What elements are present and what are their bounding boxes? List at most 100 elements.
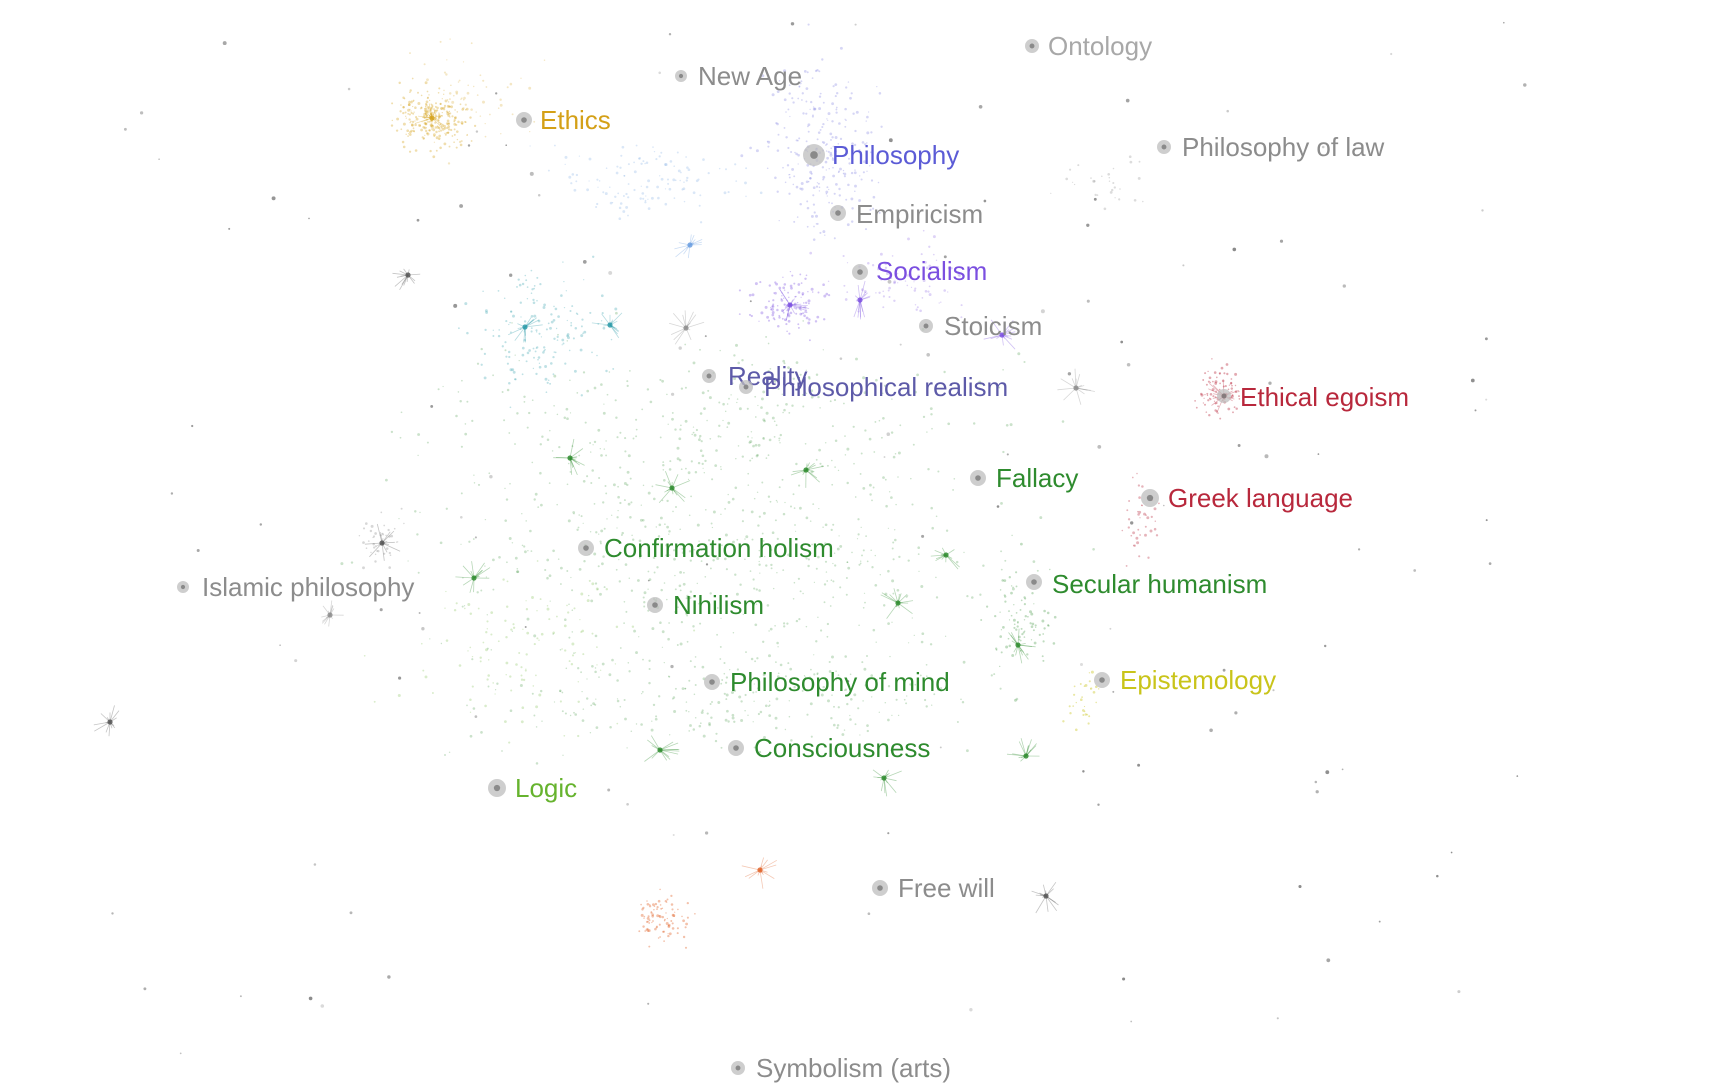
node-label[interactable]: Ontology: [1048, 31, 1152, 61]
node-label[interactable]: Consciousness: [754, 733, 930, 763]
scatter-point: [818, 507, 820, 510]
scatter-point: [520, 720, 524, 724]
node-empiricism[interactable]: Empiricism: [830, 199, 983, 229]
scatter-point: [531, 399, 534, 402]
scatter-point: [787, 146, 790, 150]
scatter-point: [889, 655, 891, 658]
node-label[interactable]: Philosophy of law: [1182, 132, 1385, 162]
scatter-point: [790, 739, 793, 742]
scatter-point: [1119, 188, 1121, 190]
scatter-point: [522, 678, 526, 682]
node-label[interactable]: Free will: [898, 873, 995, 903]
scatter-point: [844, 655, 847, 658]
scatter-point: [913, 634, 915, 637]
node-label[interactable]: Epistemology: [1120, 665, 1276, 695]
node-label[interactable]: Greek language: [1168, 483, 1353, 513]
node-label[interactable]: Logic: [515, 773, 577, 803]
node-label[interactable]: Philosophy of mind: [730, 667, 950, 697]
node-philosophy-of-law[interactable]: Philosophy of law: [1157, 132, 1385, 162]
scatter-point: [509, 709, 513, 712]
node-label[interactable]: Philosophy: [832, 140, 959, 170]
scatter-point: [877, 181, 880, 184]
node-fallacy[interactable]: Fallacy: [970, 463, 1078, 493]
scatter-point: [407, 113, 410, 115]
scatter-point: [644, 199, 647, 202]
node-ethics[interactable]: Ethics: [516, 105, 611, 135]
node-confirmation-holism[interactable]: Confirmation holism: [578, 533, 834, 563]
scatter-point: [625, 610, 628, 613]
node-label[interactable]: Confirmation holism: [604, 533, 834, 563]
scatter-point: [615, 311, 618, 315]
node-label[interactable]: Empiricism: [856, 199, 983, 229]
scatter-point: [350, 561, 354, 564]
scatter-point: [716, 557, 720, 560]
node-epistemology[interactable]: Epistemology: [1094, 665, 1276, 695]
scatter-point: [461, 605, 464, 608]
node-label[interactable]: Symbolism (arts): [756, 1053, 951, 1083]
scatter-point: [1047, 624, 1050, 627]
node-label[interactable]: Fallacy: [996, 463, 1078, 493]
node-label[interactable]: Socialism: [876, 256, 987, 286]
scatter-point: [633, 188, 636, 192]
node-consciousness[interactable]: Consciousness: [728, 733, 930, 763]
scatter-point: [836, 724, 840, 727]
scatter-point: [749, 459, 752, 462]
node-label[interactable]: New Age: [698, 61, 802, 91]
node-label[interactable]: Islamic philosophy: [202, 572, 414, 602]
scatter-point: [801, 92, 804, 95]
node-philosophy[interactable]: Philosophy: [803, 140, 959, 170]
hub-dot: [895, 600, 901, 606]
scatter-point: [804, 391, 807, 394]
node-ethical-egoism[interactable]: Ethical egoism: [1217, 382, 1409, 412]
scatter-point: [633, 170, 637, 174]
node-socialism[interactable]: Socialism: [852, 256, 987, 286]
node-label[interactable]: Stoicism: [944, 311, 1042, 341]
hub-dot: [327, 612, 333, 618]
scatter-point: [768, 284, 771, 287]
scatter-point: [701, 462, 704, 466]
node-islamic-philosophy[interactable]: Islamic philosophy: [177, 572, 414, 602]
node-label[interactable]: Ethics: [540, 105, 611, 135]
scatter-point: [1002, 450, 1005, 454]
scatter-point: [826, 622, 830, 626]
scatter-point: [788, 700, 790, 702]
scatter-point: [733, 720, 736, 723]
scatter-point: [599, 542, 602, 545]
scatter-point: [692, 625, 695, 628]
scatter-point: [556, 335, 559, 338]
node-label[interactable]: Ethical egoism: [1240, 382, 1409, 412]
node-nihilism[interactable]: Nihilism: [647, 590, 764, 620]
node-philosophy-of-mind[interactable]: Philosophy of mind: [704, 667, 950, 697]
node-secular-humanism[interactable]: Secular humanism: [1026, 569, 1267, 599]
scatter-point: [439, 123, 442, 126]
scatter-point: [524, 274, 527, 277]
scatter-point: [834, 439, 838, 443]
scatter-point: [540, 632, 544, 636]
node-stoicism[interactable]: Stoicism: [919, 311, 1042, 341]
node-label[interactable]: Philosophical realism: [764, 372, 1008, 402]
scatter-point: [652, 920, 654, 922]
node-philosophical-realism[interactable]: Philosophical realism: [739, 372, 1008, 402]
scatter-point: [719, 436, 722, 438]
node-logic[interactable]: Logic: [488, 773, 577, 803]
node-free-will[interactable]: Free will: [872, 873, 995, 903]
scatter-point: [759, 191, 763, 195]
scatter-point: [455, 146, 458, 149]
scatter-point: [793, 220, 796, 223]
isolated-point: [790, 22, 795, 26]
scatter-point: [1016, 625, 1019, 628]
node-symbolism-arts[interactable]: Symbolism (arts): [731, 1053, 951, 1083]
node-label[interactable]: Nihilism: [673, 590, 764, 620]
node-ontology[interactable]: Ontology: [1025, 31, 1152, 61]
scatter-point: [1228, 384, 1231, 386]
scatter-point: [854, 723, 857, 726]
node-label[interactable]: Secular humanism: [1052, 569, 1267, 599]
scatter-point: [418, 123, 421, 127]
scatter-point: [600, 454, 603, 457]
scatter-point: [762, 418, 766, 422]
node-greek-language[interactable]: Greek language: [1141, 483, 1353, 513]
scatter-point: [569, 310, 572, 312]
node-new-age[interactable]: New Age: [675, 61, 802, 91]
